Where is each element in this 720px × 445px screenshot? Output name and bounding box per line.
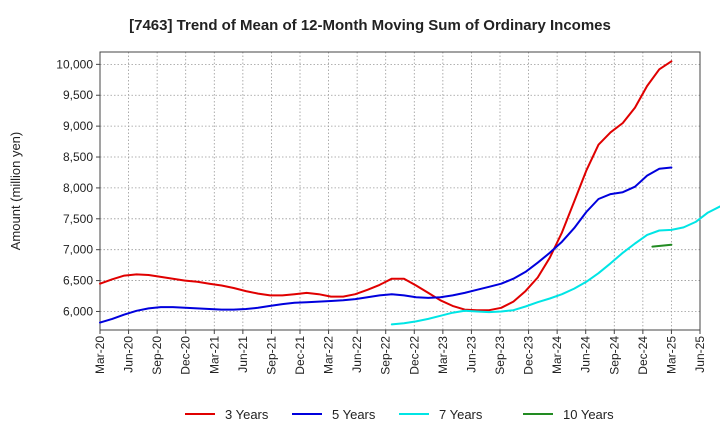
grid-layer bbox=[100, 52, 700, 330]
x-tick-label: Mar-25 bbox=[664, 336, 678, 374]
legend-label-10-years: 10 Years bbox=[563, 407, 614, 422]
x-tick-label: Jun-20 bbox=[122, 336, 136, 373]
y-tick-label: 9,500 bbox=[63, 88, 93, 102]
y-tick-label: 6,000 bbox=[63, 304, 93, 318]
y-tick-label: 8,500 bbox=[63, 150, 93, 164]
x-tick-label: Mar-23 bbox=[436, 336, 450, 374]
legend: 3 Years 5 Years 7 Years 10 Years bbox=[185, 407, 614, 422]
x-tick-label: Sep-20 bbox=[150, 336, 164, 375]
x-tick-label: Mar-24 bbox=[550, 336, 564, 374]
x-tick-label: Sep-24 bbox=[607, 336, 621, 375]
x-tick-label: Jun-25 bbox=[693, 336, 707, 373]
legend-label-7-years: 7 Years bbox=[439, 407, 483, 422]
y-tick-label: 9,000 bbox=[63, 119, 93, 133]
x-tick-label: Mar-21 bbox=[207, 336, 221, 374]
x-tick-label: Jun-23 bbox=[464, 336, 478, 373]
x-tick-label: Sep-21 bbox=[264, 336, 278, 375]
legend-label-5-years: 5 Years bbox=[332, 407, 376, 422]
y-tick-label: 6,500 bbox=[63, 274, 93, 288]
y-tick-label: 8,000 bbox=[63, 181, 93, 195]
legend-label-3-years: 3 Years bbox=[225, 407, 269, 422]
y-tick-layer: 6,000 6,500 7,000 7,500 8,000 8,500 9,000 9,500… bbox=[56, 57, 100, 318]
plot-frame bbox=[99, 51, 701, 331]
x-tick-label: Sep-23 bbox=[493, 336, 507, 375]
series-line-7-years bbox=[390, 205, 720, 326]
x-tick-label: Jun-22 bbox=[350, 336, 364, 373]
x-tick-label: Dec-24 bbox=[636, 336, 650, 375]
y-tick-label: 7,500 bbox=[63, 212, 93, 226]
y-axis-label: Amount (million yen) bbox=[8, 132, 23, 251]
y-tick-label: 7,000 bbox=[63, 243, 93, 257]
x-tick-label: Mar-22 bbox=[322, 336, 336, 374]
series-layer bbox=[99, 60, 720, 326]
x-tick-label: Jun-24 bbox=[579, 336, 593, 373]
x-tick-label: Dec-21 bbox=[293, 336, 307, 375]
chart-title: [7463] Trend of Mean of 12-Month Moving … bbox=[129, 17, 611, 34]
series-line-10-years bbox=[651, 243, 673, 248]
y-tick-label: 10,000 bbox=[56, 57, 93, 71]
x-tick-label: Dec-23 bbox=[522, 336, 536, 375]
x-tick-label: Mar-20 bbox=[93, 336, 107, 374]
series-line-3-years bbox=[99, 60, 673, 312]
x-tick-label: Dec-22 bbox=[407, 336, 421, 375]
x-tick-layer: Mar-20 Jun-20 Sep-20 Dec-20 Mar-21 Jun-21 Sep-… bbox=[93, 330, 707, 375]
x-tick-label: Sep-22 bbox=[379, 336, 393, 375]
series-line-5-years bbox=[99, 166, 673, 324]
x-tick-label: Dec-20 bbox=[179, 336, 193, 375]
x-tick-label: Jun-21 bbox=[236, 336, 250, 373]
